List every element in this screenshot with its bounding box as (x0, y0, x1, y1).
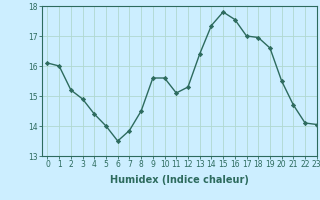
X-axis label: Humidex (Indice chaleur): Humidex (Indice chaleur) (110, 175, 249, 185)
